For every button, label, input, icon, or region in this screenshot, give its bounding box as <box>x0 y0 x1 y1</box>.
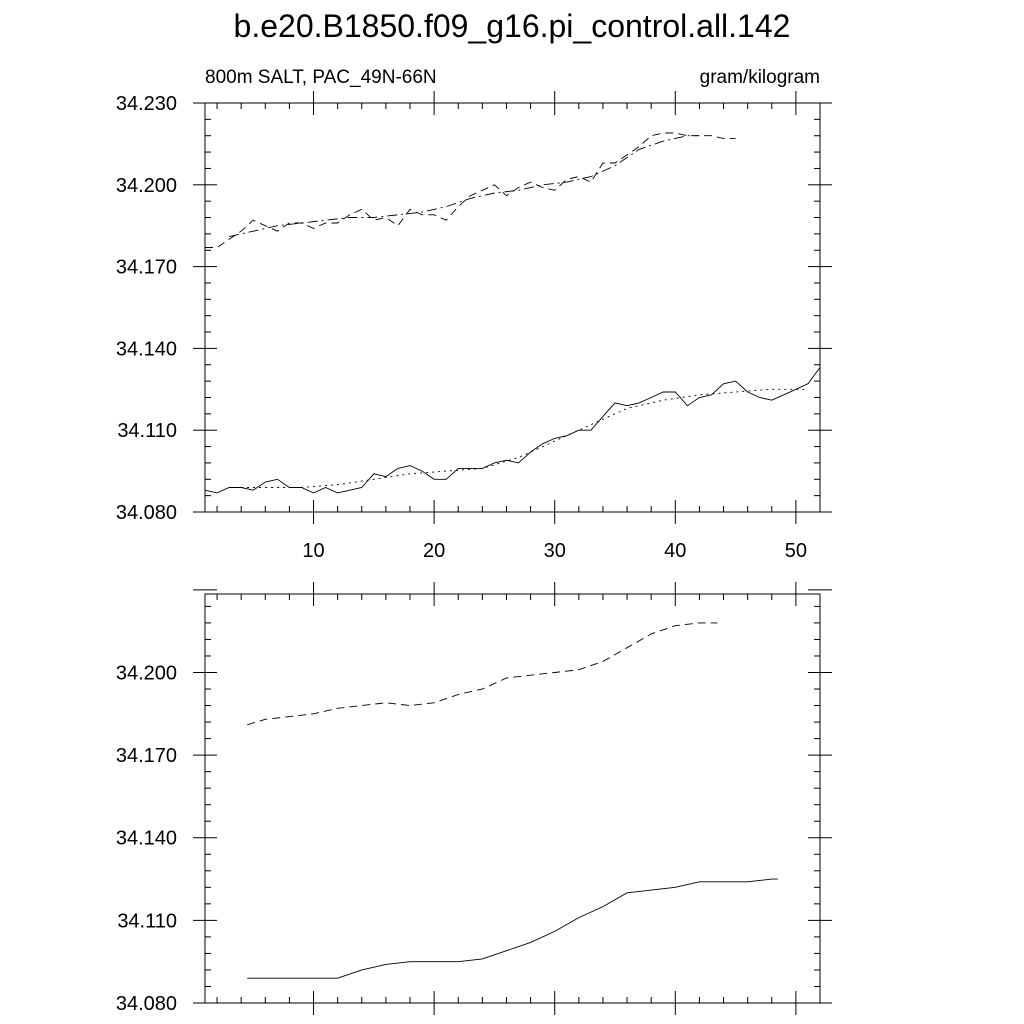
y-tick-label: 34.110 <box>117 420 177 442</box>
x-tick-label: 20 <box>423 540 445 562</box>
series-line-dash <box>205 132 736 248</box>
series-line-dot <box>229 388 808 488</box>
y-tick-label: 34.140 <box>116 338 177 360</box>
x-tick-label: 10 <box>302 540 324 562</box>
units-label: gram/kilogram <box>700 67 820 88</box>
x-tick-label: 40 <box>664 540 686 562</box>
top-panel: 800m SALT, PAC_49N-66N gram/kilogram 34.08… <box>116 67 832 562</box>
y-tick-label: 34.200 <box>116 175 177 197</box>
x-tick-label: 30 <box>544 540 566 562</box>
chart-title: b.e20.B1850.f09_g16.pi_control.all.142 <box>234 8 791 44</box>
series-line-dash <box>247 622 718 726</box>
y-tick-label: 34.140 <box>116 828 177 850</box>
series-line-dashdot <box>229 135 700 238</box>
y-tick-label: 34.230 <box>116 93 177 115</box>
y-tick-label: 34.080 <box>116 502 177 524</box>
x-tick-label: 50 <box>785 540 807 562</box>
bottom-panel: 34.080 34.110 34.140 34.170 34.200 <box>116 582 832 1015</box>
y-tick-label: 34.200 <box>116 662 177 684</box>
left-subtitle: 800m SALT, PAC_49N-66N <box>205 67 437 88</box>
plot-frame <box>204 102 821 513</box>
y-tick-label: 34.170 <box>116 257 177 279</box>
series-line-solid <box>247 878 778 979</box>
series-line-solid <box>204 367 821 494</box>
y-tick-label: 34.170 <box>116 745 177 767</box>
y-tick-label: 34.080 <box>116 993 177 1015</box>
y-tick-label: 34.110 <box>117 910 177 932</box>
plot-frame <box>204 593 821 1004</box>
